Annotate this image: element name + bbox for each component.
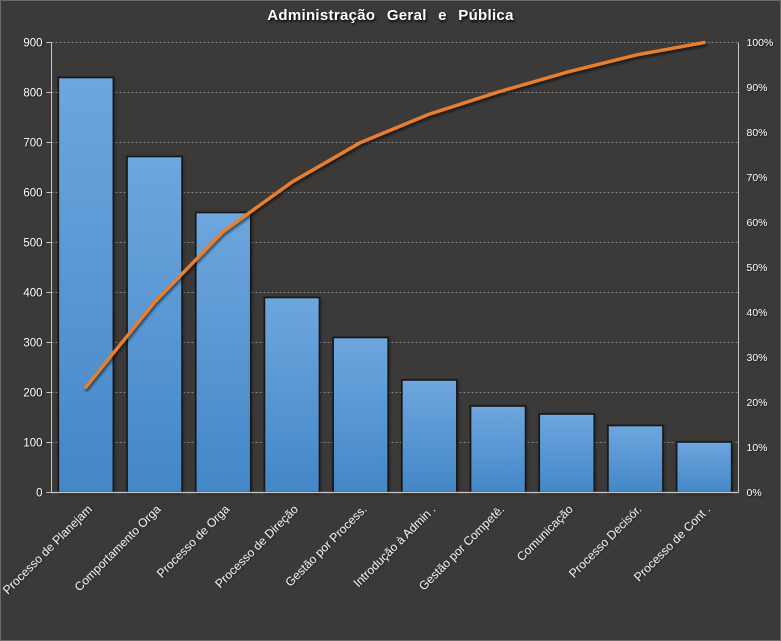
left-axis-tick-label: 900 [23,38,42,50]
x-axis-category-label: Comunicação [514,502,576,564]
left-axis-tick-label: 700 [23,138,42,150]
right-axis-tick-label: 40% [747,307,768,319]
bar-5[interactable] [332,336,389,494]
x-axis-category-label: Processo de Orga [154,502,233,581]
right-axis-tick-label: 20% [747,397,768,409]
right-axis-tick-label: 100% [747,37,774,49]
cumulative-percentage-line[interactable] [84,40,706,389]
right-axis-tick-label: 80% [747,127,768,139]
left-axis: 0 100 200 300 400 500 600 700 800 900 [23,38,52,500]
left-axis-tick-label: 100 [23,438,42,450]
right-axis-tick-label: 70% [747,172,768,184]
bar-10[interactable] [675,441,733,494]
bar-3[interactable] [194,211,252,494]
left-axis-tick-label: 300 [23,338,42,350]
x-axis-category-label: Processo de Cont . [631,502,713,584]
right-axis-tick-label: 10% [747,442,768,454]
bar-1[interactable] [57,76,115,494]
bar-6[interactable] [401,379,458,494]
left-axis-tick-label: 800 [23,88,42,100]
right-axis-tick-label: 50% [747,262,768,274]
left-axis-tick-label: 400 [23,288,42,300]
bar-7[interactable] [469,405,527,494]
bar-8[interactable] [538,413,596,494]
right-axis-tick-label: 60% [747,217,768,229]
bar-series [57,76,733,494]
bar-9[interactable] [607,424,664,494]
left-axis-tick-label: 600 [23,188,42,200]
x-axis-category-label: Processo Decisór. [566,502,644,580]
right-axis-tick-label: 30% [747,352,768,364]
left-axis-tick-label: 200 [23,388,42,400]
left-axis-tick-label: 0 [36,488,42,500]
right-axis-tick-label: 90% [747,82,768,94]
right-axis-tick-label: 0% [747,487,762,499]
left-axis-tick-label: 500 [23,238,42,250]
axes [51,42,739,494]
right-axis: 0% 10% 20% 30% 40% 50% 60% 70% 80% 90% 100% [747,37,774,499]
bar-4[interactable] [263,296,321,494]
